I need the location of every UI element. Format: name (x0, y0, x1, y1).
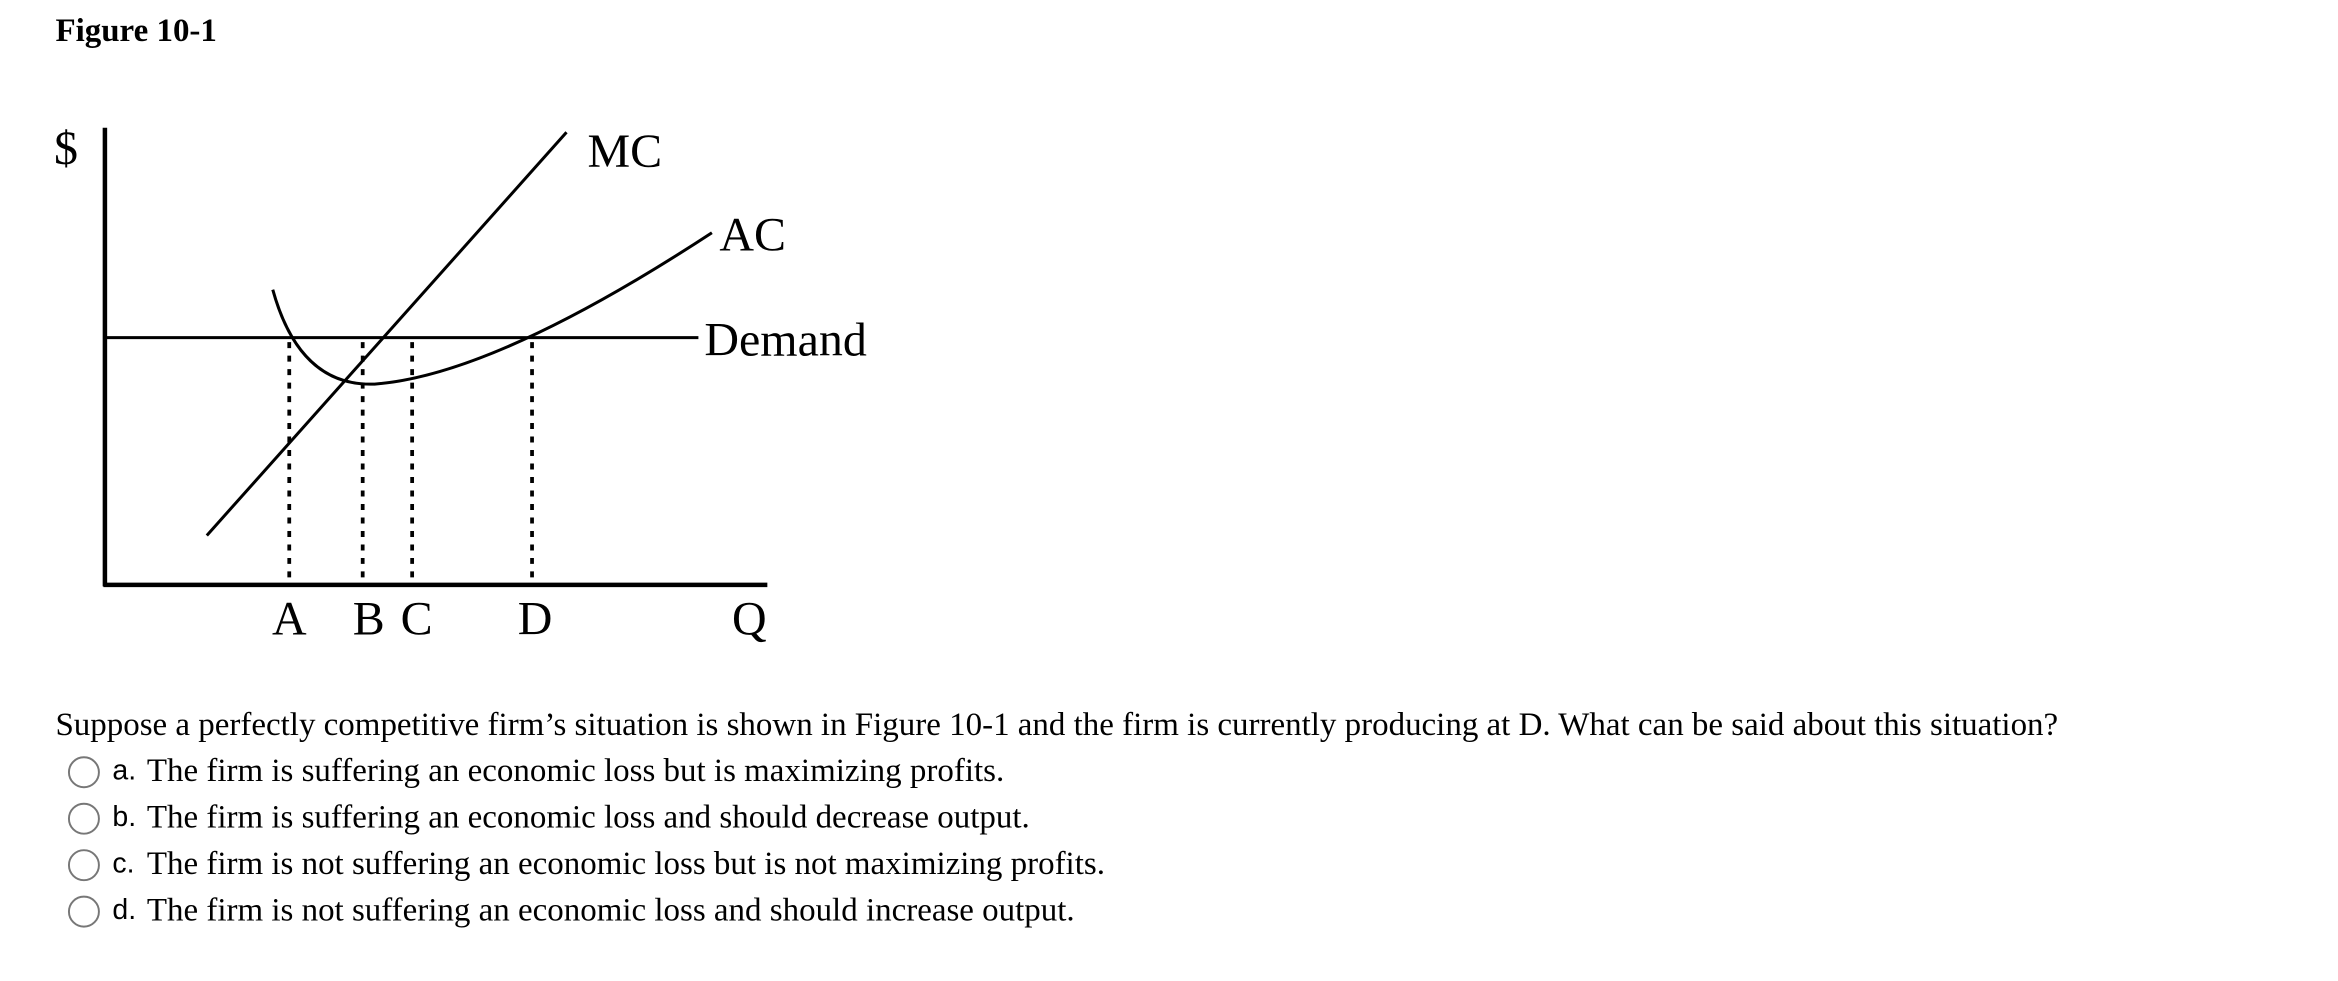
figure-title: Figure 10-1 (55, 13, 216, 49)
radio-button[interactable] (67, 895, 100, 928)
option-letter: c. (112, 848, 134, 880)
question-text: Suppose a perfectly competitive firm’s s… (55, 707, 2058, 743)
d-label: D (518, 592, 553, 645)
x-axis-label: Q (732, 592, 767, 645)
option-letter: d. (112, 894, 136, 926)
option-text[interactable]: The firm is suffering an economic loss b… (147, 753, 1004, 789)
b-label: B (353, 592, 385, 645)
diagram-labels: $ MC AC Demand A B C D Q (54, 122, 867, 646)
ac-curve (271, 231, 713, 386)
y-axis-label: $ (54, 122, 78, 175)
demand-label: Demand (704, 314, 866, 367)
radio-button[interactable] (67, 849, 100, 882)
options: a. The firm is suffering an economic loss… (67, 753, 1105, 929)
c-label: C (401, 592, 433, 645)
diagram (102, 127, 768, 588)
radio-button[interactable] (67, 802, 100, 835)
a-label: A (272, 592, 307, 645)
option-letter: b. (112, 801, 136, 833)
option-letter: a. (112, 755, 136, 787)
option-text[interactable]: The firm is suffering an economic loss a… (147, 800, 1030, 836)
ac-label: AC (719, 209, 786, 262)
option-text[interactable]: The firm is not suffering an economic lo… (147, 893, 1075, 929)
mc-label: MC (587, 125, 662, 178)
mc-curve (205, 131, 568, 537)
radio-button[interactable] (67, 756, 100, 789)
option-text[interactable]: The firm is not suffering an economic lo… (147, 846, 1105, 882)
